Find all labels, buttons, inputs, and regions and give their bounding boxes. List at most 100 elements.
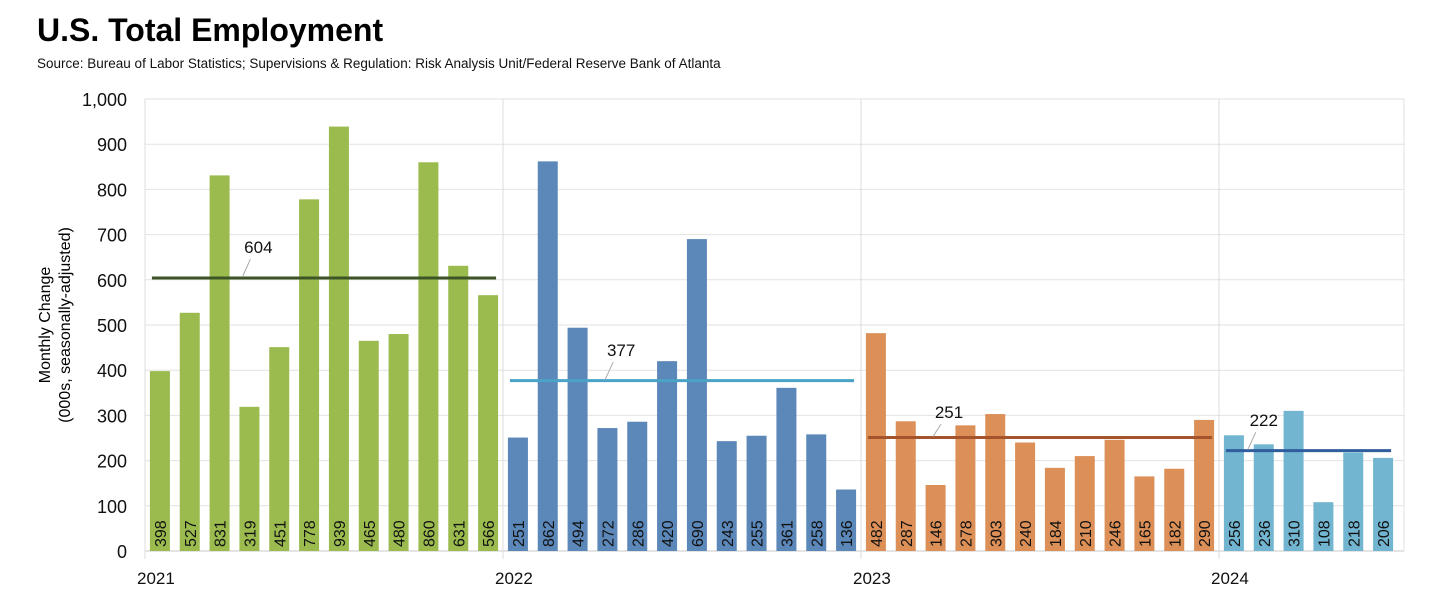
bar bbox=[448, 265, 469, 551]
average-value-label: 222 bbox=[1250, 411, 1278, 430]
bar-value-label: 494 bbox=[571, 520, 588, 547]
bar bbox=[1134, 476, 1155, 551]
bar-value-label: 243 bbox=[720, 520, 737, 547]
bar-value-label: 319 bbox=[242, 520, 259, 547]
bar-value-label: 862 bbox=[541, 520, 558, 547]
bar bbox=[955, 425, 976, 551]
bar bbox=[686, 239, 707, 551]
bar bbox=[1223, 435, 1244, 551]
bar-value-label: 218 bbox=[1346, 520, 1363, 547]
y-tick-label: 500 bbox=[97, 316, 127, 336]
bar-value-label: 451 bbox=[272, 520, 289, 547]
bar-value-label: 165 bbox=[1137, 520, 1154, 547]
bar bbox=[388, 334, 409, 551]
bar bbox=[239, 406, 260, 551]
y-tick-label: 100 bbox=[97, 497, 127, 517]
x-tick-label: 2022 bbox=[495, 569, 533, 588]
average-value-label: 377 bbox=[607, 341, 635, 360]
average-lines: 604 377 251 222 bbox=[151, 238, 1392, 453]
bar bbox=[716, 441, 737, 551]
average-value-label: 604 bbox=[244, 238, 272, 257]
bar-value-label: 860 bbox=[421, 520, 438, 547]
bar bbox=[358, 340, 379, 551]
bar bbox=[209, 175, 230, 551]
bar bbox=[537, 161, 558, 551]
bar bbox=[1164, 468, 1185, 551]
average-leader-line bbox=[1247, 432, 1257, 450]
bar-value-label: 146 bbox=[929, 520, 946, 547]
bar bbox=[746, 435, 767, 551]
bar bbox=[806, 434, 827, 551]
bar-value-label: 272 bbox=[600, 520, 617, 547]
axes: 0 100 200 300 400 500 600 700 800 900 1,000 2021 202… bbox=[82, 90, 1249, 588]
chart-title: U.S. Total Employment bbox=[37, 12, 384, 48]
bar-value-label: 258 bbox=[809, 520, 826, 547]
bar bbox=[1373, 457, 1394, 551]
x-tick-label: 2021 bbox=[137, 569, 175, 588]
bar-value-label: 236 bbox=[1257, 520, 1274, 547]
y-tick-label: 700 bbox=[97, 226, 127, 246]
bar-value-label: 566 bbox=[481, 520, 498, 547]
bar bbox=[507, 437, 528, 551]
bar bbox=[1313, 502, 1334, 551]
bar bbox=[418, 162, 439, 551]
bar-value-label: 465 bbox=[362, 520, 379, 547]
bar-value-label: 108 bbox=[1316, 520, 1333, 547]
bar-value-label: 398 bbox=[153, 520, 170, 547]
bar-value-label: 631 bbox=[451, 520, 468, 547]
y-tick-label: 1,000 bbox=[82, 90, 127, 110]
bar-value-label: 527 bbox=[183, 520, 200, 547]
bar bbox=[776, 387, 797, 551]
bar-value-label: 256 bbox=[1227, 520, 1244, 547]
bar-value-label: 778 bbox=[302, 520, 319, 547]
bar bbox=[597, 428, 618, 551]
bar bbox=[895, 421, 916, 551]
bar bbox=[1194, 419, 1215, 551]
chart-subtitle: Source: Bureau of Labor Statistics; Supe… bbox=[37, 56, 721, 71]
bar-value-label: 361 bbox=[779, 520, 796, 547]
y-tick-label: 600 bbox=[97, 271, 127, 291]
bar-value-label: 310 bbox=[1287, 520, 1304, 547]
y-tick-label: 900 bbox=[97, 135, 127, 155]
y-tick-label: 200 bbox=[97, 452, 127, 472]
bar-value-label: 290 bbox=[1197, 520, 1214, 547]
bar bbox=[925, 485, 946, 551]
average-leader-line bbox=[604, 361, 614, 380]
bar-value-label: 210 bbox=[1078, 520, 1095, 547]
bar-value-label: 136 bbox=[839, 520, 856, 547]
bar bbox=[179, 312, 200, 551]
bar bbox=[1074, 456, 1095, 551]
bar-value-label: 184 bbox=[1048, 520, 1065, 547]
bar bbox=[149, 371, 170, 551]
bar bbox=[1104, 439, 1125, 551]
bar-value-label: 246 bbox=[1108, 520, 1125, 547]
bar bbox=[299, 199, 320, 551]
bar bbox=[657, 361, 678, 551]
bar-value-label: 690 bbox=[690, 520, 707, 547]
bar-value-label: 287 bbox=[899, 520, 916, 547]
average-leader-line bbox=[932, 423, 942, 437]
bar-value-label: 831 bbox=[213, 520, 230, 547]
y-tick-label: 800 bbox=[97, 180, 127, 200]
bar-value-label: 939 bbox=[332, 520, 349, 547]
bar-value-label: 240 bbox=[1018, 520, 1035, 547]
bar-value-label: 482 bbox=[869, 520, 886, 547]
bar bbox=[836, 489, 857, 551]
bar bbox=[985, 414, 1006, 551]
y-tick-label: 300 bbox=[97, 406, 127, 426]
bar bbox=[1343, 452, 1364, 551]
y-tick-label: 0 bbox=[117, 542, 127, 562]
bar bbox=[478, 295, 499, 551]
bar bbox=[865, 333, 886, 551]
bar bbox=[1044, 467, 1065, 551]
bar bbox=[627, 421, 648, 551]
bars: 398 527 831 319 451 778 939 465 480 860 631 566 251 8… bbox=[149, 126, 1394, 552]
y-tick-label: 400 bbox=[97, 361, 127, 381]
bar-value-label: 303 bbox=[988, 520, 1005, 547]
bar bbox=[328, 126, 349, 552]
bar-value-label: 420 bbox=[660, 520, 677, 547]
bar bbox=[1015, 442, 1036, 551]
bar-value-label: 206 bbox=[1376, 520, 1393, 547]
bar-value-label: 278 bbox=[958, 520, 975, 547]
